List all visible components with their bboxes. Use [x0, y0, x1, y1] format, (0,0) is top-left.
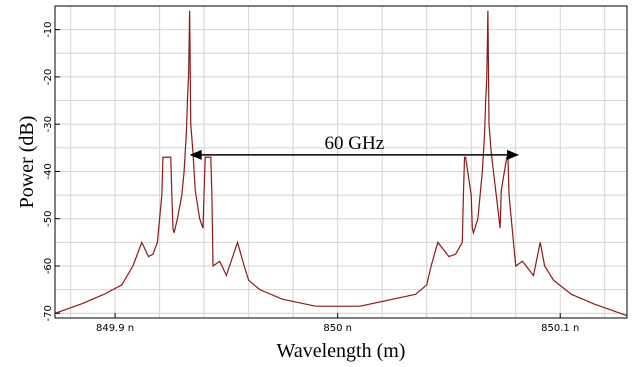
annotation: 60 GHz: [189, 133, 520, 160]
x-tick-label-0: 849.9 n: [96, 323, 134, 334]
plot-frame: [54, 5, 628, 319]
annotation-arrowhead-right: [507, 149, 520, 160]
x-tick-label-1: 850 n: [323, 323, 352, 334]
annotation-label: 60 GHz: [325, 133, 385, 154]
y-tick-label-0: -10: [43, 21, 54, 37]
y-tick-label-1: -20: [43, 69, 54, 85]
x-axis-title: Wavelength (m): [277, 340, 406, 362]
series-line: [54, 10, 628, 317]
grid: [55, 5, 627, 318]
y-tick-label-5: -60: [43, 258, 54, 274]
y-tick-label-3: -40: [43, 163, 54, 179]
y-tick-label-4: -50: [43, 211, 54, 227]
annotation-arrowhead-left: [189, 149, 202, 160]
y-tick-label-6: -70: [43, 305, 54, 321]
y-axis-title: Power (dB): [16, 116, 38, 209]
x-tick-label-2: 850.1 n: [541, 323, 579, 334]
ticks: 849.9 n 850 n 850.1 n -10 -20 -30 -40 -50 -60 -70: [43, 21, 579, 334]
y-tick-label-2: -30: [43, 116, 54, 132]
